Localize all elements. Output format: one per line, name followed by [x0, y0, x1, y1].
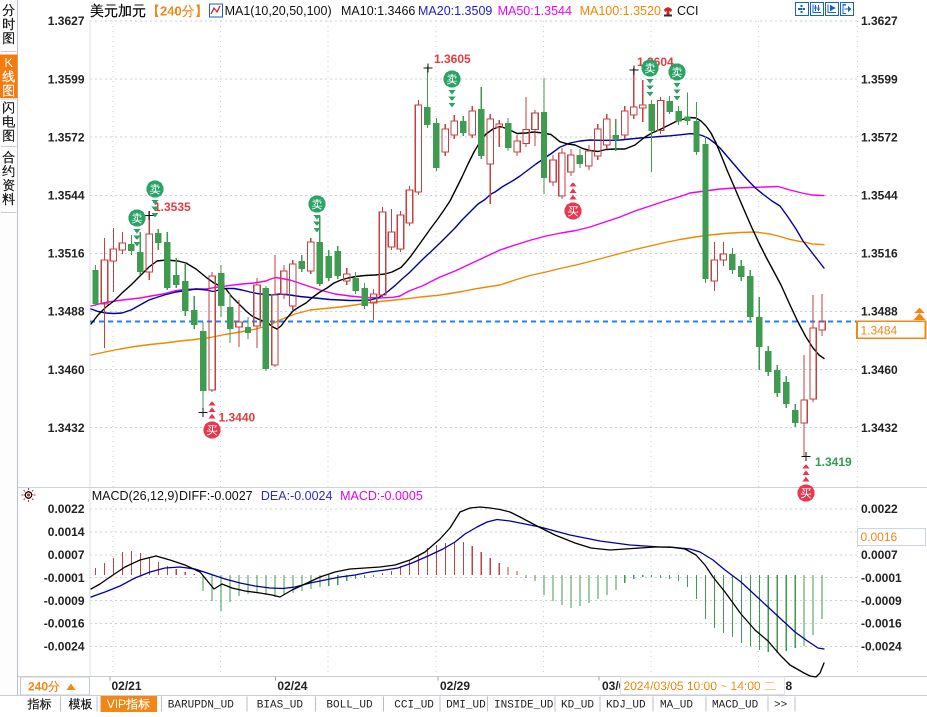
svg-text:1.3432: 1.3432	[48, 421, 85, 435]
svg-text:1.3484: 1.3484	[861, 324, 898, 338]
svg-text:1.3599: 1.3599	[861, 72, 898, 86]
svg-text:INSIDE_UD: INSIDE_UD	[494, 700, 554, 712]
svg-text:MACD_UD: MACD_UD	[712, 700, 759, 712]
svg-text:CCI: CCI	[677, 4, 699, 18]
svg-text:0.0022: 0.0022	[861, 502, 898, 516]
svg-text:1.3440: 1.3440	[219, 411, 256, 425]
svg-text:>>: >>	[774, 700, 787, 712]
svg-text:1.3572: 1.3572	[48, 130, 85, 144]
svg-text:DEA:-0.0024: DEA:-0.0024	[261, 489, 333, 503]
svg-text:-0.0009: -0.0009	[44, 594, 85, 608]
svg-text:02/24: 02/24	[277, 679, 307, 693]
svg-text:MA10:1.3466: MA10:1.3466	[341, 4, 415, 18]
svg-text:MA100:1.3520: MA100:1.3520	[580, 4, 661, 18]
svg-text:0.0007: 0.0007	[861, 548, 898, 562]
svg-text:BIAS_UD: BIAS_UD	[257, 700, 304, 712]
svg-text:03/0: 03/0	[602, 679, 626, 693]
svg-text:BOLL_UD: BOLL_UD	[326, 700, 373, 712]
svg-text:0.0016: 0.0016	[861, 530, 898, 544]
svg-text:MA1(10,20,50,100): MA1(10,20,50,100)	[225, 4, 332, 18]
svg-text:MACD(26,12,9): MACD(26,12,9)	[92, 489, 179, 503]
svg-text:1.3460: 1.3460	[48, 363, 85, 377]
svg-text:0.0022: 0.0022	[48, 502, 85, 516]
svg-text:1.3419: 1.3419	[815, 455, 852, 469]
svg-text:KD_UD: KD_UD	[561, 700, 594, 712]
svg-text:KDJ_UD: KDJ_UD	[606, 700, 646, 712]
svg-text:BARUPDN_UD: BARUPDN_UD	[168, 700, 234, 712]
svg-text:-0.0001: -0.0001	[44, 571, 85, 585]
svg-text:1.3535: 1.3535	[154, 200, 191, 214]
svg-text:-0.0024: -0.0024	[44, 640, 85, 654]
svg-text:MACD:-0.0005: MACD:-0.0005	[340, 489, 423, 503]
svg-text:02/21: 02/21	[112, 679, 142, 693]
svg-text:1.3488: 1.3488	[861, 305, 898, 319]
svg-text:-0.0016: -0.0016	[44, 617, 85, 631]
svg-text:02/29: 02/29	[440, 679, 470, 693]
svg-text:MA_UD: MA_UD	[660, 700, 693, 712]
svg-text:8: 8	[786, 679, 793, 693]
svg-text:1.3605: 1.3605	[434, 52, 471, 66]
svg-text:1.3544: 1.3544	[861, 189, 898, 203]
svg-text:CCI_UD: CCI_UD	[394, 700, 434, 712]
svg-text:0.0007: 0.0007	[48, 548, 85, 562]
svg-text:1.3544: 1.3544	[48, 189, 85, 203]
svg-text:1.3488: 1.3488	[48, 305, 85, 319]
svg-text:-0.0024: -0.0024	[861, 640, 902, 654]
svg-text:1.3599: 1.3599	[48, 72, 85, 86]
svg-text:1.3460: 1.3460	[861, 363, 898, 377]
svg-text:1.3516: 1.3516	[48, 247, 85, 261]
svg-text:1.3627: 1.3627	[48, 14, 85, 28]
svg-text:DIFF:-0.0027: DIFF:-0.0027	[179, 489, 253, 503]
svg-text:MA50:1.3544: MA50:1.3544	[498, 4, 572, 18]
svg-text:DMI_UD: DMI_UD	[446, 700, 486, 712]
svg-text:1.3516: 1.3516	[861, 247, 898, 261]
svg-text:1.3627: 1.3627	[861, 14, 898, 28]
svg-text:MA20:1.3509: MA20:1.3509	[418, 4, 492, 18]
svg-text:0.0014: 0.0014	[48, 525, 85, 539]
svg-text:1.3572: 1.3572	[861, 130, 898, 144]
svg-text:-0.0009: -0.0009	[861, 594, 902, 608]
svg-text:-0.0001: -0.0001	[861, 571, 902, 585]
svg-text:-0.0016: -0.0016	[861, 617, 902, 631]
svg-text:1.3432: 1.3432	[861, 421, 898, 435]
